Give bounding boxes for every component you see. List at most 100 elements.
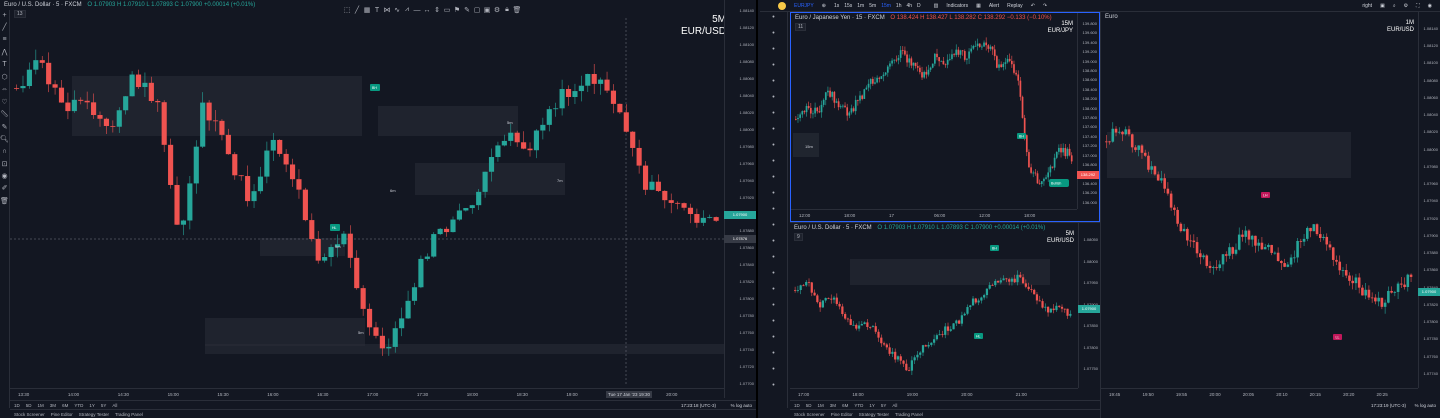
indicators-button[interactable]: Indicators	[946, 2, 969, 9]
text-icon[interactable]: T	[2, 61, 7, 69]
timeframe-option[interactable]: 6M	[62, 402, 69, 408]
bottom-tab[interactable]: Stock Screener	[14, 411, 45, 417]
clock-icon[interactable]: •	[772, 317, 775, 325]
candles-plot[interactable]: 5m 7m 5m 5m 6m BH HL	[10, 18, 726, 384]
interval-1m[interactable]: 1m	[857, 2, 865, 9]
timeframe-option[interactable]: 1Y	[869, 402, 875, 408]
zoom-icon[interactable]: •	[772, 157, 775, 165]
flag-icon[interactable]: ⚑	[453, 7, 461, 14]
eurusd5-candles[interactable]: BH HL	[790, 237, 1078, 391]
interval-5m[interactable]: 5m	[869, 2, 877, 9]
fib-icon[interactable]: ≡	[2, 36, 7, 44]
cursor-icon[interactable]: •	[772, 13, 775, 21]
arrow-icon[interactable]: ↔	[423, 6, 431, 14]
shapes-icon[interactable]: •	[772, 93, 775, 101]
grid-layout-icon[interactable]: ▣	[1380, 2, 1385, 9]
interval-15m[interactable]: 15m	[881, 2, 891, 9]
chat-icon[interactable]: •	[772, 349, 775, 357]
trendline-icon[interactable]: •	[772, 29, 775, 37]
bottom-tab[interactable]: Trading Panel	[114, 411, 143, 417]
camera-icon[interactable]: ◉	[1427, 2, 1432, 9]
measure-icon[interactable]: •	[772, 109, 775, 117]
timeframe-option[interactable]: 3M	[829, 402, 837, 408]
wave-icon[interactable]: ∿	[394, 7, 400, 14]
pattern-icon[interactable]: ⋈	[383, 7, 391, 14]
pattern-icon[interactable]: •	[772, 61, 775, 69]
line-icon[interactable]: ╱	[354, 7, 360, 14]
layout-icon[interactable]: ▦	[976, 2, 981, 9]
percent-option[interactable]: %	[730, 403, 735, 408]
timeframe-option[interactable]: 3M	[49, 402, 57, 408]
symbol-header[interactable]: Euro / U.S. Dollar · 5 · FXCM O 1.07903 …	[4, 2, 255, 8]
trash-icon[interactable]: •	[772, 237, 775, 245]
note-icon[interactable]: ▭	[443, 7, 451, 14]
replay-button[interactable]: Replay	[1007, 2, 1023, 9]
eurusd1-time-axis[interactable]: 19:45 19:50 19:55 20:00 20:05 20:10 20:15 20:20…	[1101, 388, 1418, 400]
timeframe-option[interactable]: 1M	[817, 402, 824, 408]
jpy-symbol[interactable]: Euro / Japanese Yen · 15 · FXCM	[795, 15, 885, 21]
pattern-icon[interactable]: ⋀	[1, 49, 8, 57]
eurusd5-chart[interactable]: Euro / U.S. Dollar · 5 · FXCM O 1.07903 …	[790, 222, 1100, 418]
trendline-icon[interactable]: ╱	[2, 24, 7, 32]
settings-icon[interactable]: ⚙	[493, 7, 501, 14]
list-icon[interactable]: •	[772, 365, 775, 373]
jpy-chart[interactable]: Euro / Japanese Yen · 15 · FXCM O 138.42…	[790, 12, 1100, 222]
timeframe-option[interactable]: YTD	[854, 402, 864, 408]
eurusd5-header[interactable]: Euro / U.S. Dollar · 5 · FXCM O 1.07903 …	[794, 225, 1045, 231]
timeframe-option[interactable]: 5Y	[100, 402, 107, 408]
eurusd1-log[interactable]: log	[1419, 403, 1426, 408]
ruler-icon[interactable]: 📏︎	[0, 111, 9, 119]
stay-icon[interactable]: ✐	[1, 185, 8, 193]
redo-icon[interactable]: ↷	[1042, 2, 1048, 9]
jpy-candles[interactable]: 15m BH Bullish	[791, 27, 1079, 211]
calendar-icon[interactable]: •	[772, 285, 775, 293]
bottom-tab[interactable]: Trading Panel	[894, 411, 923, 417]
shape-icon[interactable]: ▢	[473, 7, 481, 14]
jpy-time-axis[interactable]: 12:00 18:00 17 06:00 12:00 18:00	[791, 209, 1077, 221]
magnet-icon[interactable]: •	[772, 173, 775, 181]
lock-icon[interactable]: ⊡	[1, 160, 8, 168]
text-icon[interactable]: T	[374, 6, 380, 14]
pin-icon[interactable]: •	[772, 253, 775, 261]
ruler-icon[interactable]: •	[772, 125, 775, 133]
image-icon[interactable]: ▣	[483, 7, 491, 14]
symbol-search[interactable]: EURJPY	[794, 2, 814, 9]
hline-icon[interactable]: —	[413, 6, 421, 14]
bottom-tab[interactable]: Strategy Tester	[78, 411, 109, 417]
fullscreen-icon[interactable]: ⛶	[1416, 2, 1420, 9]
scale-options[interactable]: % log auto	[731, 403, 752, 408]
measure-icon[interactable]: ⇔	[1, 85, 8, 93]
select-icon[interactable]: ⬚	[343, 7, 351, 14]
timeframe-option[interactable]: 1M	[37, 402, 44, 408]
grid-icon[interactable]: ▦	[363, 7, 371, 14]
help-icon[interactable]: •	[772, 381, 775, 389]
eurusd1-scale-options[interactable]: % log auto	[1415, 403, 1436, 408]
time-axis[interactable]: 13:30 14:00 14:30 15:00 15:30 16:00 16:30 17:00…	[10, 388, 724, 400]
eurusd1-auto[interactable]: auto	[1427, 403, 1436, 408]
interval-1s[interactable]: 1s	[833, 2, 840, 9]
eurusd5-symbol[interactable]: Euro / U.S. Dollar · 5 · FXCM	[794, 225, 872, 231]
eurusd5-collapse[interactable]: 9	[794, 233, 803, 241]
alert-button[interactable]: Alert	[988, 2, 1000, 9]
bottom-tab[interactable]: Pine Editor	[50, 411, 73, 417]
interval-4h[interactable]: 4h	[906, 2, 913, 9]
lock-icon[interactable]: •	[772, 189, 775, 197]
chart-type-icon[interactable]: ▥	[933, 2, 939, 9]
price-axis[interactable]: 1.08140 1.08120 1.08100 1.08080 1.08060 1.080…	[724, 0, 756, 398]
trash-icon[interactable]: 🗑︎	[0, 197, 9, 205]
zoom-icon[interactable]: 🔍︎	[0, 135, 9, 143]
heart-icon[interactable]: ♡	[1, 98, 8, 106]
gear-icon[interactable]: •	[772, 301, 775, 309]
timeframe-option[interactable]: 1D	[794, 402, 800, 408]
timeframe-option[interactable]: 1D	[14, 402, 20, 408]
fib-icon[interactable]: •	[772, 45, 775, 53]
eye-icon[interactable]: ◉	[1, 173, 8, 181]
timeframe-option[interactable]: YTD	[74, 402, 84, 408]
zigzag-icon[interactable]: ⩘	[405, 6, 409, 13]
eurusd1-percent[interactable]: %	[1414, 403, 1419, 408]
jpy-price-axis[interactable]: 139.800 139.600 139.400 139.200 139.000 138.8…	[1077, 13, 1099, 209]
log-option[interactable]: log	[735, 403, 742, 408]
bell-icon[interactable]: •	[772, 221, 775, 229]
interval-15s[interactable]: 15s	[844, 2, 853, 9]
flag-icon[interactable]: •	[772, 269, 775, 277]
